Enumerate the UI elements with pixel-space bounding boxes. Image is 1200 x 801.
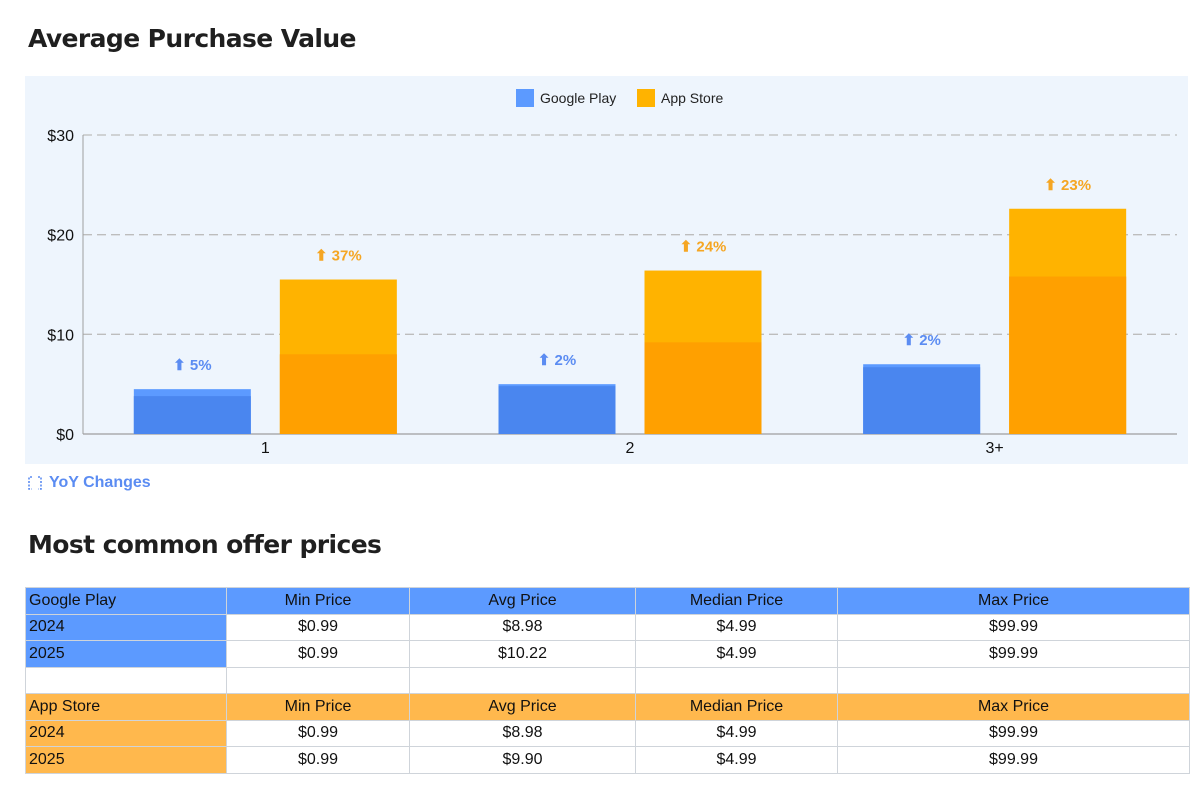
header-cell: Max Price bbox=[837, 693, 1190, 721]
y-tick-label: $0 bbox=[56, 427, 74, 444]
table-title: Most common offer prices bbox=[28, 530, 382, 559]
google-play-header-row: Google Play Min Price Avg Price Median P… bbox=[25, 587, 1190, 615]
bar-prior-segment bbox=[863, 367, 981, 434]
spacer-row bbox=[25, 666, 1190, 694]
yoy-data-label: ⬆ 2% bbox=[902, 332, 940, 349]
table-row: 2024 $0.99 $8.98 $4.99 $99.99 bbox=[25, 613, 1190, 641]
table-row: 2024 $0.99 $8.98 $4.99 $99.99 bbox=[25, 719, 1190, 747]
y-tick-label: $30 bbox=[47, 128, 74, 145]
header-cell: Min Price bbox=[226, 587, 410, 615]
yoy-changes-link[interactable]: YoY Changes bbox=[27, 474, 151, 492]
legend-swatch bbox=[637, 89, 655, 107]
table-cell: $8.98 bbox=[409, 719, 636, 747]
table-cell: $9.90 bbox=[409, 746, 636, 774]
bar-prior-segment bbox=[133, 396, 251, 434]
bracket-icon bbox=[28, 476, 42, 490]
year-cell: 2024 bbox=[25, 613, 227, 641]
bar-prior-segment bbox=[644, 342, 762, 434]
header-cell: Avg Price bbox=[409, 693, 636, 721]
table-cell: $0.99 bbox=[226, 719, 410, 747]
legend-label: App Store bbox=[661, 90, 723, 106]
table-cell: $99.99 bbox=[837, 640, 1190, 668]
x-tick-label: 3+ bbox=[986, 440, 1004, 457]
empty-cell bbox=[837, 666, 1190, 694]
offer-prices-table: Google Play Min Price Avg Price Median P… bbox=[25, 587, 1190, 774]
year-cell: 2025 bbox=[25, 746, 227, 774]
bar-prior-segment bbox=[498, 386, 616, 434]
empty-cell bbox=[25, 666, 227, 694]
table-cell: $8.98 bbox=[409, 613, 636, 641]
table-row: 2025 $0.99 $10.22 $4.99 $99.99 bbox=[25, 640, 1190, 668]
empty-cell bbox=[226, 666, 410, 694]
table-cell: $4.99 bbox=[635, 746, 838, 774]
legend-label: Google Play bbox=[540, 90, 616, 106]
table-cell: $0.99 bbox=[226, 640, 410, 668]
table-cell: $4.99 bbox=[635, 640, 838, 668]
header-cell: App Store bbox=[25, 693, 227, 721]
header-cell: Median Price bbox=[635, 693, 838, 721]
header-cell: Max Price bbox=[837, 587, 1190, 615]
yoy-data-label: ⬆ 24% bbox=[680, 239, 727, 256]
x-tick-label: 1 bbox=[261, 440, 270, 457]
bar-prior-segment bbox=[1009, 276, 1127, 434]
table-cell: $0.99 bbox=[226, 613, 410, 641]
empty-cell bbox=[409, 666, 636, 694]
yoy-data-label: ⬆ 37% bbox=[315, 248, 362, 265]
x-tick-label: 2 bbox=[626, 440, 635, 457]
bar-chart: $0 $10 $20 $30 Google Play App Store ⬆ 5% ⬆ 37%… bbox=[47, 89, 1177, 457]
app-store-header-row: App Store Min Price Avg Price Median Pri… bbox=[25, 693, 1190, 721]
table-cell: $99.99 bbox=[837, 746, 1190, 774]
empty-cell bbox=[635, 666, 838, 694]
header-cell: Google Play bbox=[25, 587, 227, 615]
header-cell: Avg Price bbox=[409, 587, 636, 615]
y-tick-label: $10 bbox=[47, 327, 74, 344]
table-cell: $99.99 bbox=[837, 613, 1190, 641]
table-cell: $0.99 bbox=[226, 746, 410, 774]
bar-prior-segment bbox=[279, 354, 397, 434]
chart-panel: $0 $10 $20 $30 Google Play App Store ⬆ 5% ⬆ 37%… bbox=[25, 76, 1188, 464]
table-cell: $4.99 bbox=[635, 613, 838, 641]
chart-title: Average Purchase Value bbox=[28, 24, 357, 53]
yoy-changes-label: YoY Changes bbox=[49, 474, 151, 491]
yoy-data-label: ⬆ 5% bbox=[173, 357, 211, 374]
yoy-data-label: ⬆ 2% bbox=[538, 352, 576, 369]
table-cell: $10.22 bbox=[409, 640, 636, 668]
header-cell: Min Price bbox=[226, 693, 410, 721]
header-cell: Median Price bbox=[635, 587, 838, 615]
year-cell: 2025 bbox=[25, 640, 227, 668]
y-tick-label: $20 bbox=[47, 228, 74, 245]
table-cell: $4.99 bbox=[635, 719, 838, 747]
legend-swatch bbox=[516, 89, 534, 107]
yoy-data-label: ⬆ 23% bbox=[1044, 177, 1091, 194]
table-row: 2025 $0.99 $9.90 $4.99 $99.99 bbox=[25, 746, 1190, 774]
table-cell: $99.99 bbox=[837, 719, 1190, 747]
year-cell: 2024 bbox=[25, 719, 227, 747]
